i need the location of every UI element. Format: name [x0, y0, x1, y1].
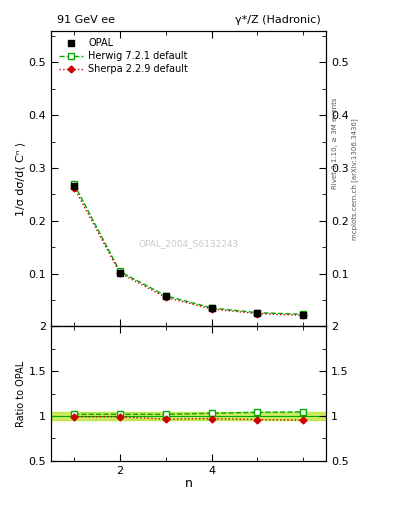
Bar — [51, 412, 326, 420]
Text: Rivet 3.1.10, ≥ 3M events: Rivet 3.1.10, ≥ 3M events — [332, 98, 338, 189]
X-axis label: n: n — [185, 477, 193, 490]
Y-axis label: Ratio to OPAL: Ratio to OPAL — [16, 360, 26, 426]
Text: γ*/Z (Hadronic): γ*/Z (Hadronic) — [235, 15, 321, 25]
Y-axis label: 1/σ dσ/d⟨ Cⁿ ⟩: 1/σ dσ/d⟨ Cⁿ ⟩ — [16, 141, 26, 216]
Text: 91 GeV ee: 91 GeV ee — [57, 15, 115, 25]
Legend: OPAL, Herwig 7.2.1 default, Sherpa 2.2.9 default: OPAL, Herwig 7.2.1 default, Sherpa 2.2.9… — [56, 35, 191, 77]
Text: mcplots.cern.ch [arXiv:1306.3436]: mcplots.cern.ch [arXiv:1306.3436] — [352, 118, 358, 240]
Text: OPAL_2004_S6132243: OPAL_2004_S6132243 — [138, 239, 239, 248]
